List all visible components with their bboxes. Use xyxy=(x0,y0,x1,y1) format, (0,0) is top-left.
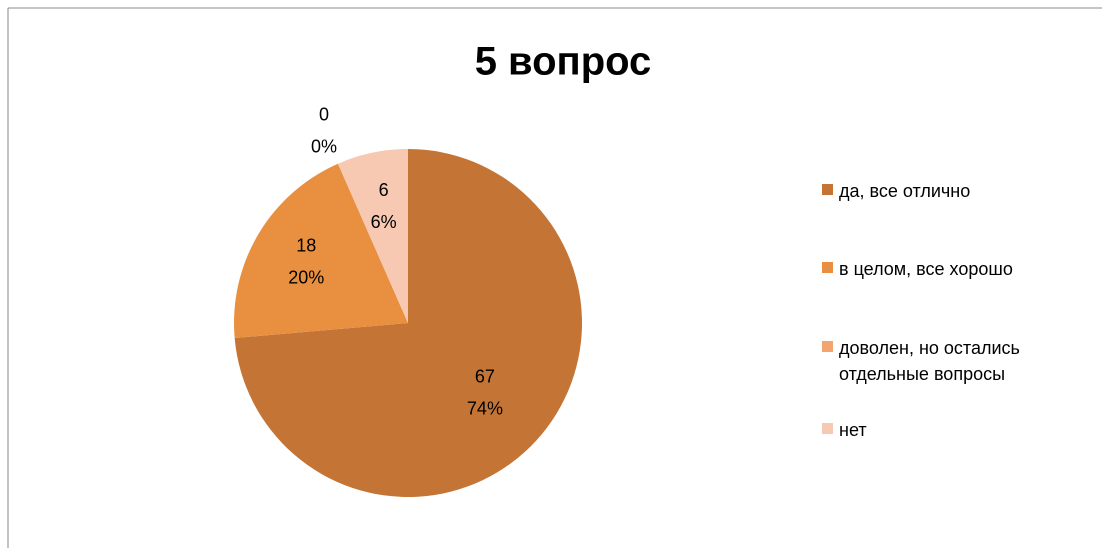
data-label: 74% xyxy=(467,398,503,418)
legend-label: в целом, все хорошо xyxy=(839,259,1013,279)
pie-slice xyxy=(337,149,408,323)
legend-item: доволен, но остались отдельные вопросы xyxy=(822,335,1079,387)
legend-swatch xyxy=(822,423,833,434)
legend-label: да, все отлично xyxy=(839,181,971,201)
legend-swatch xyxy=(822,184,833,195)
pie-slice xyxy=(234,149,582,497)
data-label: 6% xyxy=(371,212,397,232)
legend-item: да, все отлично xyxy=(822,178,1089,204)
legend-item: нет xyxy=(822,417,1089,443)
data-label: 0% xyxy=(311,137,337,157)
data-label: 0 xyxy=(319,105,329,125)
data-label: 6 xyxy=(379,180,389,200)
chart-title: 5 вопрос xyxy=(475,40,652,84)
pie-slice xyxy=(234,163,408,338)
legend-swatch xyxy=(822,262,833,273)
data-label: 18 xyxy=(296,235,316,255)
legend-label: нет xyxy=(839,420,867,440)
legend-swatch xyxy=(822,341,833,352)
legend-item: в целом, все хорошо xyxy=(822,256,1089,282)
legend-label: доволен, но остались отдельные вопросы xyxy=(839,338,1020,384)
data-label: 20% xyxy=(288,267,324,287)
data-label: 67 xyxy=(475,366,495,386)
